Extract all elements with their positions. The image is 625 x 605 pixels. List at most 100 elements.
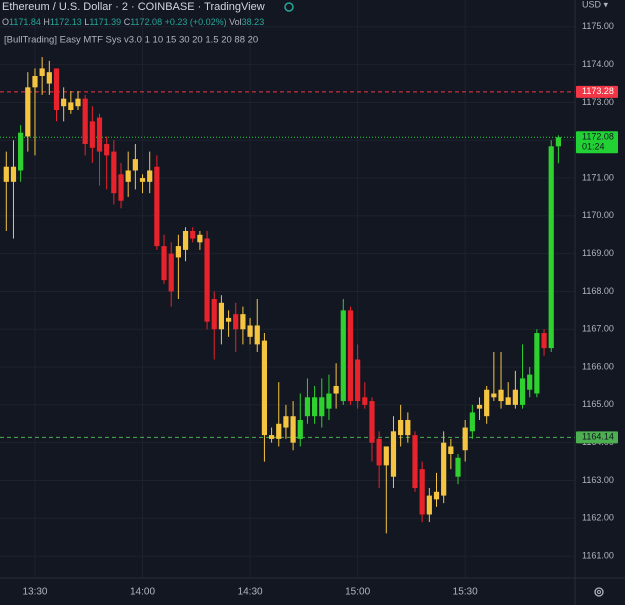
- symbol-title: Ethereum / U.S. Dollar · 2 · COINBASE · …: [2, 1, 265, 13]
- candle-body: [89, 121, 95, 148]
- price-tag-label: 1172.08: [582, 132, 614, 142]
- price-axis: [575, 0, 625, 605]
- candle-body: [383, 446, 389, 466]
- candle-body: [505, 397, 511, 405]
- candle-body: [147, 170, 153, 182]
- candle-body: [139, 178, 146, 182]
- indicator-label[interactable]: [BullTrading] Easy MTF Sys v3.0 1 10 15 …: [4, 35, 258, 46]
- y-tick-label: 1166.00: [582, 361, 614, 371]
- candle-body: [268, 435, 275, 439]
- candle-body: [534, 333, 540, 394]
- candle-body: [498, 389, 504, 402]
- candle-body: [441, 442, 447, 496]
- candle-body: [541, 333, 547, 349]
- y-tick-label: 1168.00: [582, 286, 614, 296]
- candle-body: [53, 68, 60, 111]
- candle-body: [240, 314, 246, 330]
- candle-body: [204, 238, 210, 322]
- candle-body: [18, 132, 24, 171]
- candle-body: [448, 446, 454, 455]
- candle-body: [519, 378, 526, 405]
- candle-body: [491, 393, 497, 398]
- x-tick-label: 14:30: [238, 587, 263, 598]
- y-tick-label: 1171.00: [582, 172, 614, 182]
- y-tick-label: 1175.00: [582, 21, 614, 31]
- currency[interactable]: USD ▾: [582, 0, 609, 9]
- candle-body: [333, 385, 339, 394]
- candle-body: [233, 314, 239, 330]
- candle-body: [290, 416, 296, 443]
- price-lines: [0, 91, 575, 438]
- price-tag-label: 1173.28: [582, 86, 614, 96]
- candle-body: [25, 87, 31, 137]
- ohlc-key: L: [84, 17, 89, 27]
- change: +0.23 (+0.02%): [165, 17, 227, 27]
- candle-body: [426, 495, 432, 515]
- candle-body: [154, 166, 160, 247]
- candle-body: [68, 102, 74, 111]
- y-tick-label: 1173.00: [582, 97, 614, 107]
- candle-body: [61, 98, 67, 107]
- y-tick-label: 1167.00: [582, 324, 614, 334]
- ohlc-value: 1171.39: [89, 17, 121, 27]
- candle-body: [218, 302, 224, 330]
- candle-body: [175, 246, 181, 258]
- candle-body: [111, 151, 117, 194]
- candle-body: [433, 491, 440, 500]
- x-tick-label: 15:30: [453, 587, 478, 598]
- candle-body: [319, 397, 325, 417]
- volume-key: Vol: [229, 17, 242, 27]
- candle-body: [462, 427, 468, 451]
- candle-body: [419, 469, 425, 515]
- candle-body: [412, 435, 418, 489]
- axis-labels: 1161.001162.001163.001164.001165.001166.…: [22, 21, 618, 598]
- ohlc-key: C: [124, 17, 131, 27]
- candles: [3, 57, 561, 534]
- candle-body: [32, 75, 38, 88]
- candle-body: [347, 310, 354, 402]
- price-tag: [576, 131, 618, 154]
- price-tag-label: 1164.14: [582, 432, 614, 442]
- candle-body: [469, 412, 475, 432]
- candle-body: [225, 317, 232, 322]
- candle-body: [362, 397, 368, 405]
- candle-body: [168, 253, 174, 292]
- candle-body: [3, 166, 9, 182]
- candle-body: [390, 431, 397, 477]
- y-tick-label: 1165.00: [582, 399, 614, 409]
- candle-body: [276, 423, 282, 439]
- candle-body: [398, 419, 404, 436]
- candle-body: [161, 246, 167, 281]
- candle-body: [548, 146, 554, 349]
- candle-body: [312, 397, 318, 417]
- candle-body: [355, 359, 361, 402]
- candle-body: [484, 389, 490, 417]
- candle-body: [326, 393, 332, 409]
- y-tick-label: 1161.00: [582, 550, 614, 560]
- candle-body: [197, 234, 203, 243]
- settings-icon[interactable]: [594, 587, 604, 597]
- candle-body: [376, 438, 382, 466]
- y-tick-label: 1163.00: [582, 475, 614, 485]
- x-tick-label: 15:00: [345, 587, 370, 598]
- candle-body: [455, 457, 461, 477]
- candle-body: [211, 299, 217, 330]
- candle-body: [75, 98, 81, 107]
- candle-body: [405, 419, 411, 436]
- candle-body: [261, 340, 268, 436]
- candle-body: [10, 166, 17, 182]
- ohlc-value: 1172.08: [130, 17, 162, 27]
- ohlc-key: H: [43, 17, 50, 27]
- candle-body: [247, 325, 253, 337]
- x-tick-label: 14:00: [130, 587, 155, 598]
- candle-body: [283, 416, 289, 428]
- x-tick-label: 13:30: [22, 587, 47, 598]
- y-tick-label: 1169.00: [582, 248, 614, 258]
- ohlc-value: 1171.84: [9, 17, 41, 27]
- candle-body: [512, 389, 518, 405]
- candle-body: [96, 117, 103, 152]
- y-tick-label: 1174.00: [582, 59, 614, 69]
- candle-body: [304, 397, 311, 417]
